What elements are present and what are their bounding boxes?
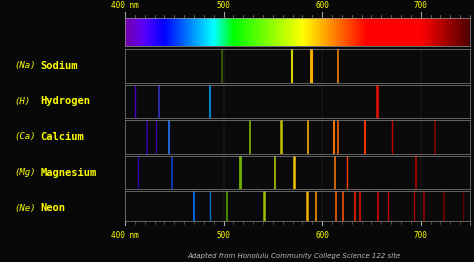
Text: 700: 700 (414, 1, 428, 10)
Text: Hydrogen: Hydrogen (40, 96, 90, 106)
Text: 400 nm: 400 nm (111, 231, 139, 241)
Text: (Ca): (Ca) (14, 133, 36, 141)
Text: 700: 700 (414, 231, 428, 241)
Text: (H): (H) (14, 97, 30, 106)
Text: (Mg): (Mg) (14, 168, 36, 177)
Text: 400 nm: 400 nm (111, 1, 139, 10)
Text: Sodium: Sodium (40, 61, 78, 71)
Text: Calcium: Calcium (40, 132, 84, 142)
Text: Magnesium: Magnesium (40, 168, 97, 178)
Text: Neon: Neon (40, 203, 65, 213)
Text: 600: 600 (315, 231, 329, 241)
Text: (Ne): (Ne) (14, 204, 36, 213)
Text: 500: 500 (217, 1, 230, 10)
Text: (Na): (Na) (14, 61, 36, 70)
Text: 500: 500 (217, 231, 230, 241)
Text: Adapted from Honolulu Community College Science 122 site: Adapted from Honolulu Community College … (187, 253, 401, 259)
Text: 600: 600 (315, 1, 329, 10)
